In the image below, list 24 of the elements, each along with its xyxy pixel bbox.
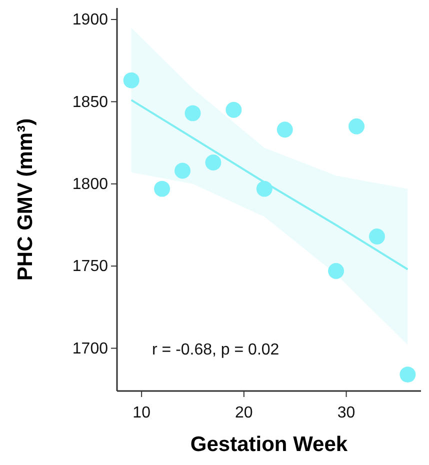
y-tick-label: 1750 bbox=[72, 258, 108, 276]
point bbox=[123, 72, 140, 88]
point bbox=[328, 263, 344, 279]
point bbox=[184, 105, 201, 122]
y-tick-label: 1700 bbox=[72, 340, 108, 358]
x-axis-title: Gestation Week bbox=[190, 433, 348, 456]
point bbox=[226, 102, 242, 118]
y-tick-label: 1800 bbox=[72, 176, 108, 194]
x-tick-label: 20 bbox=[235, 404, 253, 422]
point bbox=[154, 180, 170, 197]
y-tick-label: 1900 bbox=[72, 12, 108, 29]
point bbox=[276, 122, 293, 138]
line-series bbox=[130, 99, 409, 270]
y-tick-label: 1850 bbox=[72, 94, 108, 111]
x-tick-label: 10 bbox=[132, 404, 151, 422]
point bbox=[256, 180, 272, 197]
point bbox=[205, 154, 222, 170]
point bbox=[400, 366, 416, 383]
annotation: r = -0.68, p = 0.02 bbox=[152, 341, 280, 358]
point bbox=[348, 118, 364, 134]
x-tick-label: 30 bbox=[337, 404, 356, 422]
point bbox=[369, 228, 385, 244]
point bbox=[174, 162, 190, 179]
y-axis-title: PHC GMV (mm³) bbox=[14, 118, 37, 281]
